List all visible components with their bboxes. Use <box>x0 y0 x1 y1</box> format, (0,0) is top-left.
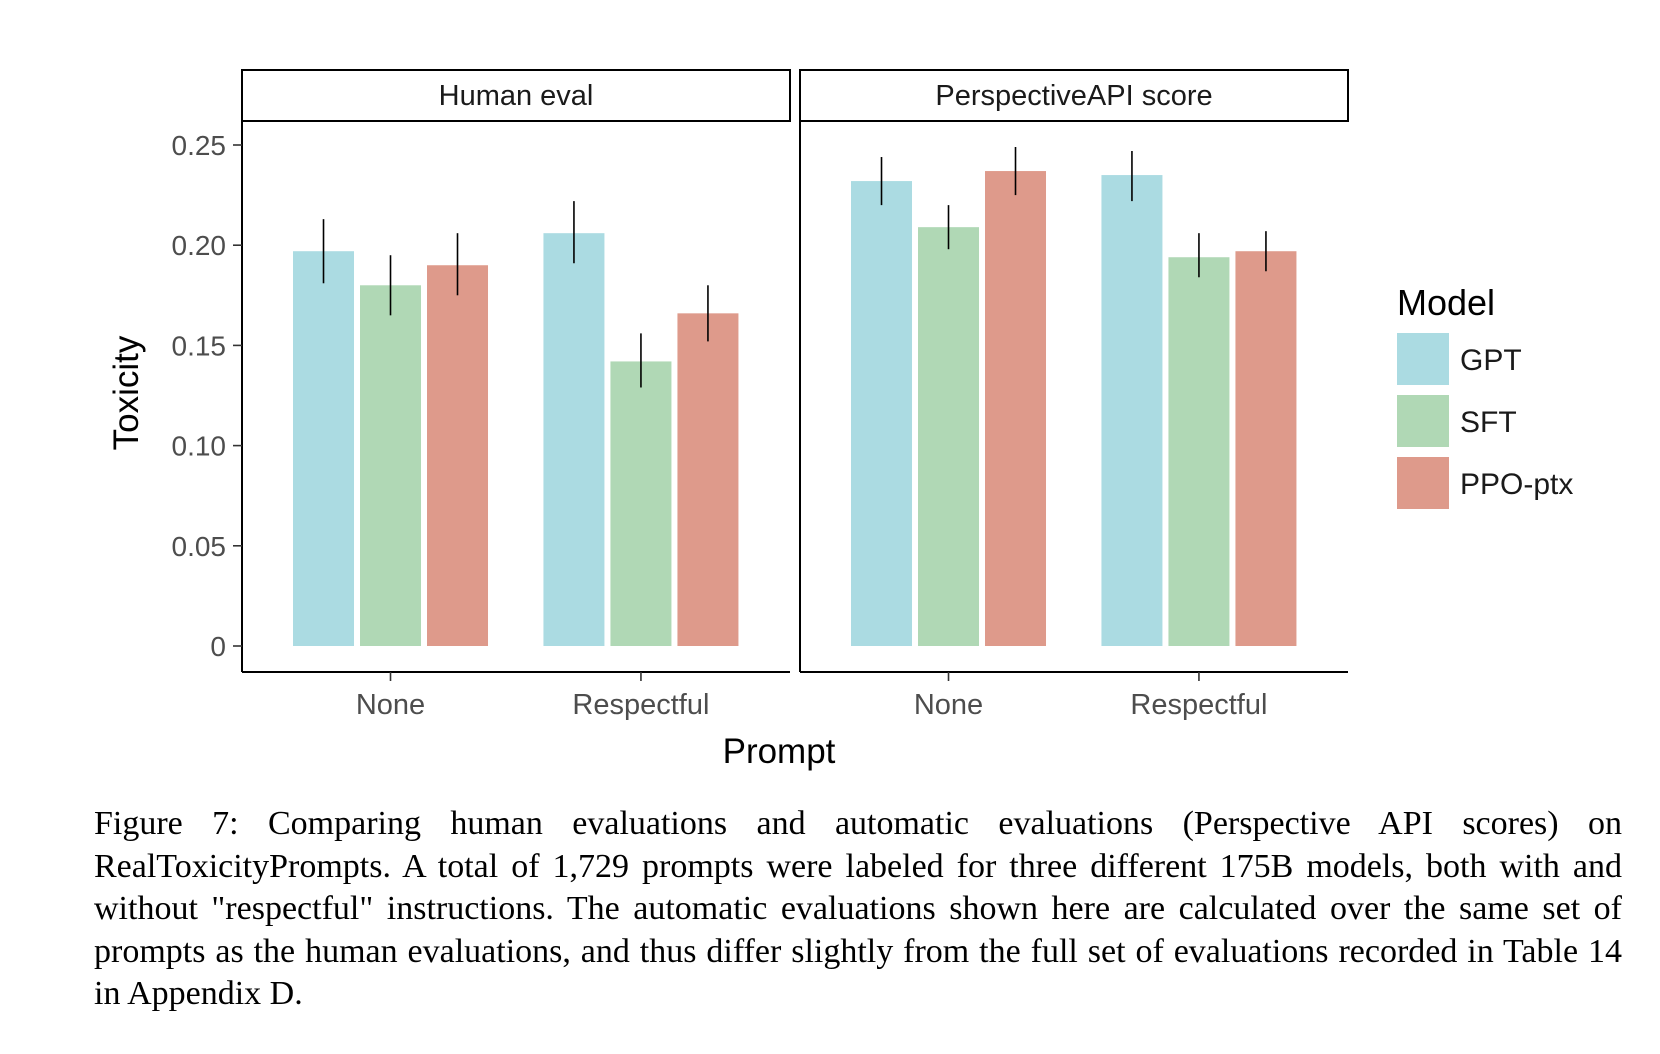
facet-panel: Human eval None Respectful <box>241 69 791 721</box>
bar-gpt-respectful <box>1101 175 1163 646</box>
bar-gpt-none <box>851 181 913 646</box>
bar-sft-respectful <box>610 361 672 646</box>
y-tick-label: 0.10 <box>172 431 227 462</box>
y-axis-title: Toxicity <box>107 335 146 450</box>
bar-sft-none <box>360 285 422 646</box>
x-tick-label: None <box>914 689 983 721</box>
legend-label: PPO-ptx <box>1460 468 1573 501</box>
facet-title: Human eval <box>439 80 594 112</box>
bar-gpt-none <box>293 251 355 646</box>
legend-swatch-gpt <box>1397 333 1449 385</box>
bar-ppo-ptx-respectful <box>677 313 739 646</box>
y-tick-label: 0.15 <box>172 330 227 361</box>
facet-strip <box>241 69 791 122</box>
facet-panel: PerspectiveAPI score None Respectful <box>799 69 1349 721</box>
bar-sft-none <box>918 227 980 646</box>
legend-swatch-sft <box>1397 395 1449 447</box>
legend-label: SFT <box>1460 406 1517 439</box>
y-tick-label: 0 <box>210 631 226 662</box>
figure-caption: Figure 7: Comparing human evaluations an… <box>94 805 1622 1012</box>
x-axis-title: Prompt <box>723 732 836 771</box>
facet-title: PerspectiveAPI score <box>935 80 1212 112</box>
y-tick-label: 0.25 <box>172 130 227 161</box>
x-tick-label: Respectful <box>572 689 709 721</box>
y-tick-label: 0.20 <box>172 230 227 261</box>
x-tick-label: Respectful <box>1130 689 1267 721</box>
y-tick-label: 0.05 <box>172 531 227 562</box>
legend-swatch-ppo-ptx <box>1397 457 1449 509</box>
bar-ppo-ptx-none <box>985 171 1047 646</box>
facet-strip <box>799 69 1349 122</box>
legend-label: GPT <box>1460 344 1522 377</box>
x-tick-label: None <box>356 689 425 721</box>
bar-ppo-ptx-respectful <box>1235 251 1297 646</box>
bar-sft-respectful <box>1168 257 1230 646</box>
bar-ppo-ptx-none <box>427 265 489 646</box>
bar-gpt-respectful <box>543 233 605 646</box>
legend-title: Model <box>1397 282 1495 323</box>
